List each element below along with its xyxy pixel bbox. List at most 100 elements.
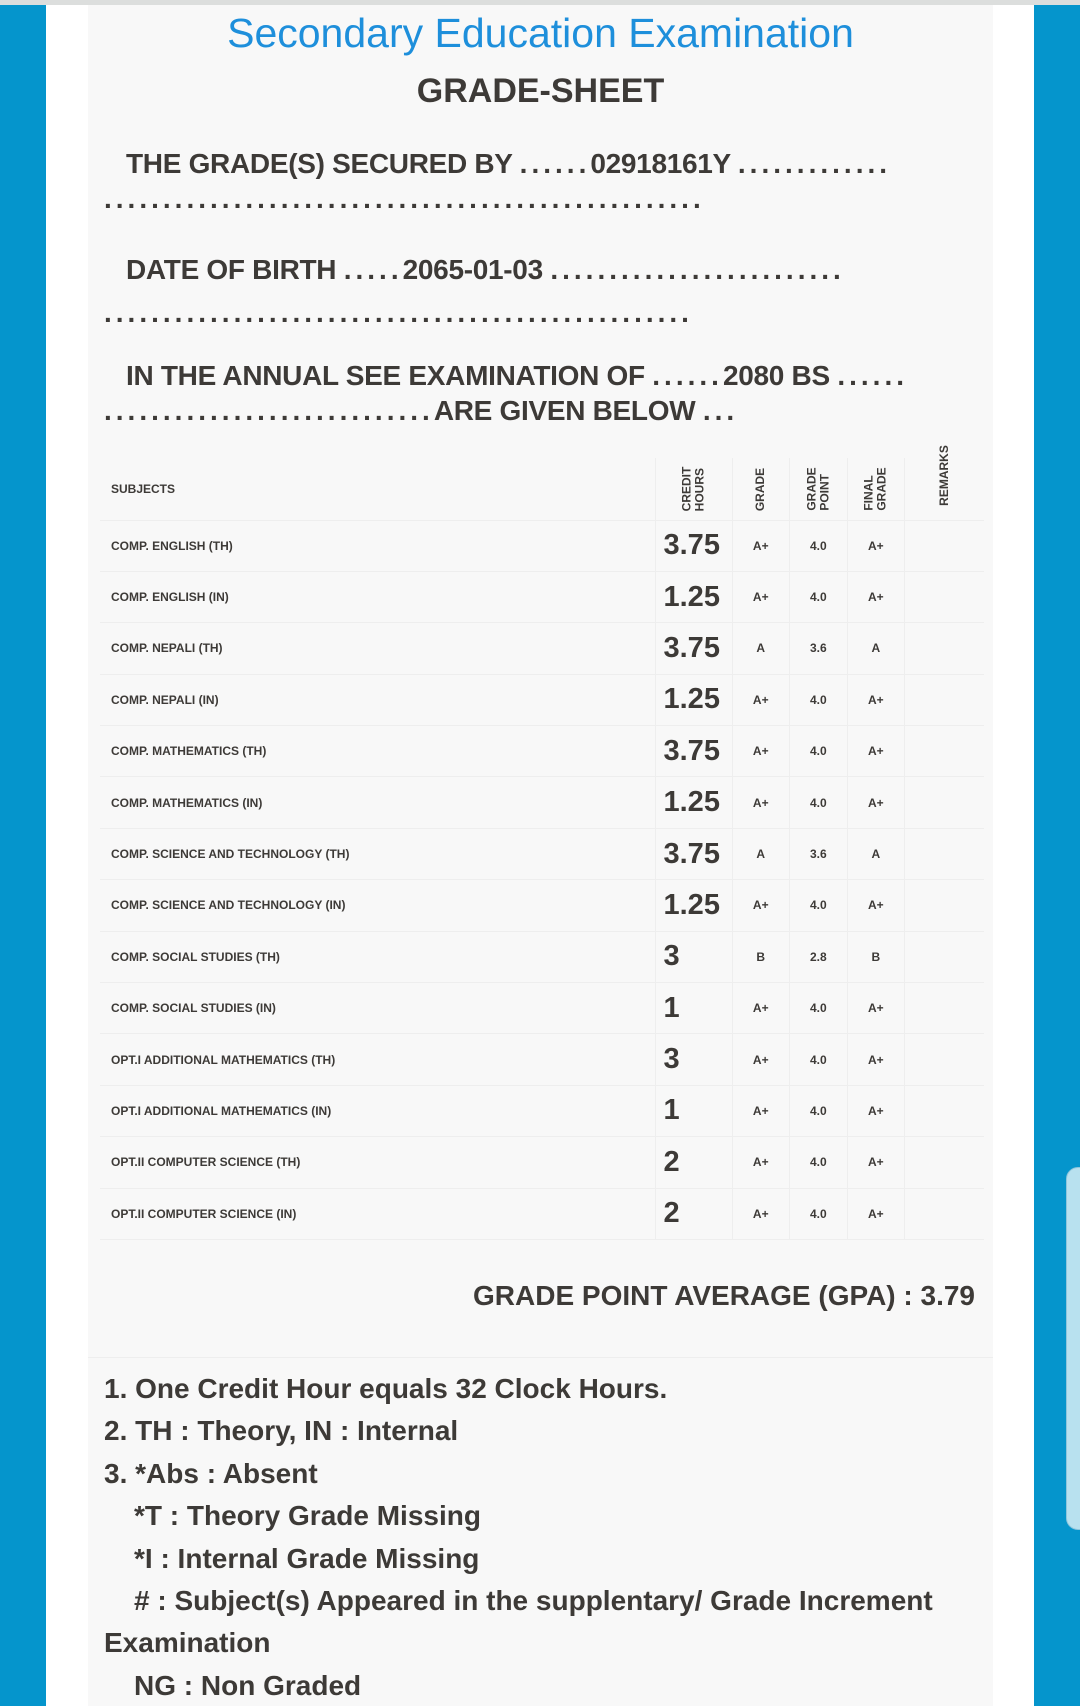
credit-hours-cell: 3.75 [654, 725, 732, 778]
remarks-cell [904, 1136, 984, 1189]
final-grade-cell: A+ [846, 879, 905, 932]
grade-cell: A [731, 828, 790, 881]
subject-cell: COMP. SCIENCE AND TECHNOLOGY (IN) [100, 879, 655, 932]
left-frame [0, 5, 46, 1706]
final-grade-cell: A+ [846, 776, 905, 829]
remarks-cell [904, 879, 984, 932]
table-row: OPT.I ADDITIONAL MATHEMATICS (TH) 3 A+ 4.0 A… [100, 1033, 984, 1086]
table-header: SUBJECTS CREDIT HOURS GRADE GRADE POINT FI… [100, 445, 984, 521]
gpa-value: 3.79 [920, 1280, 976, 1311]
table-row: COMP. SCIENCE AND TECHNOLOGY (IN) 1.25 A+ 4… [100, 879, 984, 932]
credit-hours-cell: 1 [654, 1085, 732, 1138]
grade-cell: A+ [731, 1085, 790, 1138]
note-item: Examination [104, 1627, 271, 1659]
table-row: COMP. SOCIAL STUDIES (IN) 1 A+ 4.0 A+ [100, 982, 984, 1035]
table-row: COMP. NEPALI (TH) 3.75 A 3.6 A [100, 622, 984, 675]
grade-point-cell: 4.0 [789, 1188, 848, 1240]
grade-cell: A+ [731, 1033, 790, 1086]
final-grade-cell: A [846, 828, 905, 881]
table-row: OPT.II COMPUTER SCIENCE (TH) 2 A+ 4.0 A+ [100, 1136, 984, 1189]
grade-point-cell: 4.0 [789, 571, 848, 624]
note-item: *I : Internal Grade Missing [134, 1542, 480, 1574]
exam-label: IN THE ANNUAL SEE EXAMINATION OF [126, 360, 645, 391]
subject-cell: OPT.I ADDITIONAL MATHEMATICS (IN) [100, 1085, 655, 1138]
subject-cell: COMP. SOCIAL STUDIES (TH) [100, 931, 655, 984]
grade-header: GRADE [731, 458, 790, 521]
grade-cell: A+ [731, 1188, 790, 1240]
grade-point-cell: 4.0 [789, 982, 848, 1035]
remarks-cell [904, 622, 984, 675]
table-row: COMP. SOCIAL STUDIES (TH) 3 B 2.8 B [100, 931, 984, 984]
grade-cell: A+ [731, 1136, 790, 1189]
grade-point-cell: 4.0 [789, 1033, 848, 1086]
top-divider [0, 0, 1080, 5]
grade-cell: A+ [731, 879, 790, 932]
student-id: 02918161Y [590, 148, 731, 179]
grade-point-cell: 3.6 [789, 622, 848, 675]
table-row: COMP. ENGLISH (TH) 3.75 A+ 4.0 A+ [100, 520, 984, 572]
secured-by-label: THE GRADE(S) SECURED BY [126, 148, 513, 179]
remarks-cell [904, 725, 984, 778]
final-grade-cell: A+ [846, 520, 905, 572]
subject-cell: COMP. SOCIAL STUDIES (IN) [100, 982, 655, 1035]
credit-hours-cell: 3.75 [654, 520, 732, 572]
secured-by-line: THE GRADE(S) SECURED BY ......02918161Y … [126, 148, 892, 179]
subjects-header: SUBJECTS [100, 458, 655, 521]
remarks-cell [904, 776, 984, 829]
subject-cell: COMP. SCIENCE AND TECHNOLOGY (TH) [100, 828, 655, 881]
subject-cell: COMP. NEPALI (TH) [100, 622, 655, 675]
grade-cell: A+ [731, 725, 790, 778]
remarks-cell [904, 1085, 984, 1138]
final-grade-cell: A+ [846, 571, 905, 624]
scrollbar-handle[interactable] [1066, 1167, 1080, 1530]
final-grade-cell: A+ [846, 1033, 905, 1086]
table-row: OPT.I ADDITIONAL MATHEMATICS (IN) 1 A+ 4.0 A… [100, 1085, 984, 1138]
given-below-line: ............................ARE GIVEN BE… [104, 395, 739, 426]
table-row: OPT.II COMPUTER SCIENCE (IN) 2 A+ 4.0 A+ [100, 1188, 984, 1240]
final-grade-header: FINAL GRADE [846, 458, 905, 521]
remarks-cell [904, 571, 984, 624]
credit-hours-cell: 1.25 [654, 776, 732, 829]
subject-cell: OPT.II COMPUTER SCIENCE (TH) [100, 1136, 655, 1189]
final-grade-cell: A [846, 622, 905, 675]
final-grade-cell: A+ [846, 725, 905, 778]
final-grade-cell: A+ [846, 982, 905, 1035]
remarks-header: REMARKS [904, 445, 984, 521]
grade-cell: A+ [731, 520, 790, 572]
final-grade-cell: A+ [846, 1085, 905, 1138]
grade-cell: A+ [731, 571, 790, 624]
subject-cell: COMP. ENGLISH (IN) [100, 571, 655, 624]
credit-hours-cell: 1.25 [654, 674, 732, 727]
subject-cell: OPT.II COMPUTER SCIENCE (IN) [100, 1188, 655, 1240]
note-item: # : Subject(s) Appeared in the supplenta… [134, 1585, 933, 1617]
credit-hours-header: CREDIT HOURS [654, 458, 732, 521]
note-item: NG : Non Graded [134, 1669, 362, 1701]
notes: 1. One Credit Hour equals 32 Clock Hours… [104, 1368, 984, 1707]
table-row: COMP. MATHEMATICS (IN) 1.25 A+ 4.0 A+ [100, 776, 984, 829]
credit-hours-cell: 3 [654, 931, 732, 984]
dotted-line: ........................................… [104, 183, 705, 214]
final-grade-cell: A+ [846, 1188, 905, 1240]
grade-point-cell: 4.0 [789, 1085, 848, 1138]
note-item: 1. One Credit Hour equals 32 Clock Hours… [104, 1373, 668, 1404]
remarks-cell [904, 674, 984, 727]
grade-point-cell: 2.8 [789, 931, 848, 984]
subject-cell: COMP. NEPALI (IN) [100, 674, 655, 727]
subject-cell: COMP. MATHEMATICS (TH) [100, 725, 655, 778]
page-title: Secondary Education Examination [227, 10, 854, 56]
remarks-cell [904, 520, 984, 572]
credit-hours-cell: 3 [654, 1033, 732, 1086]
grade-point-header: GRADE POINT [789, 458, 848, 521]
remarks-cell [904, 828, 984, 881]
grade-cell: A+ [731, 776, 790, 829]
final-grade-cell: A+ [846, 674, 905, 727]
dob-value: 2065-01-03 [402, 254, 544, 285]
credit-hours-cell: 3.75 [654, 828, 732, 881]
grades-table: SUBJECTS CREDIT HOURS GRADE GRADE POINT FI… [100, 445, 984, 1240]
grade-point-cell: 4.0 [789, 725, 848, 778]
remarks-cell [904, 931, 984, 984]
remarks-cell [904, 982, 984, 1035]
grade-sheet-heading: GRADE-SHEET [416, 72, 665, 110]
table-row: COMP. SCIENCE AND TECHNOLOGY (TH) 3.75 A 3.… [100, 828, 984, 881]
exam-line: IN THE ANNUAL SEE EXAMINATION OF ......2… [126, 360, 909, 391]
